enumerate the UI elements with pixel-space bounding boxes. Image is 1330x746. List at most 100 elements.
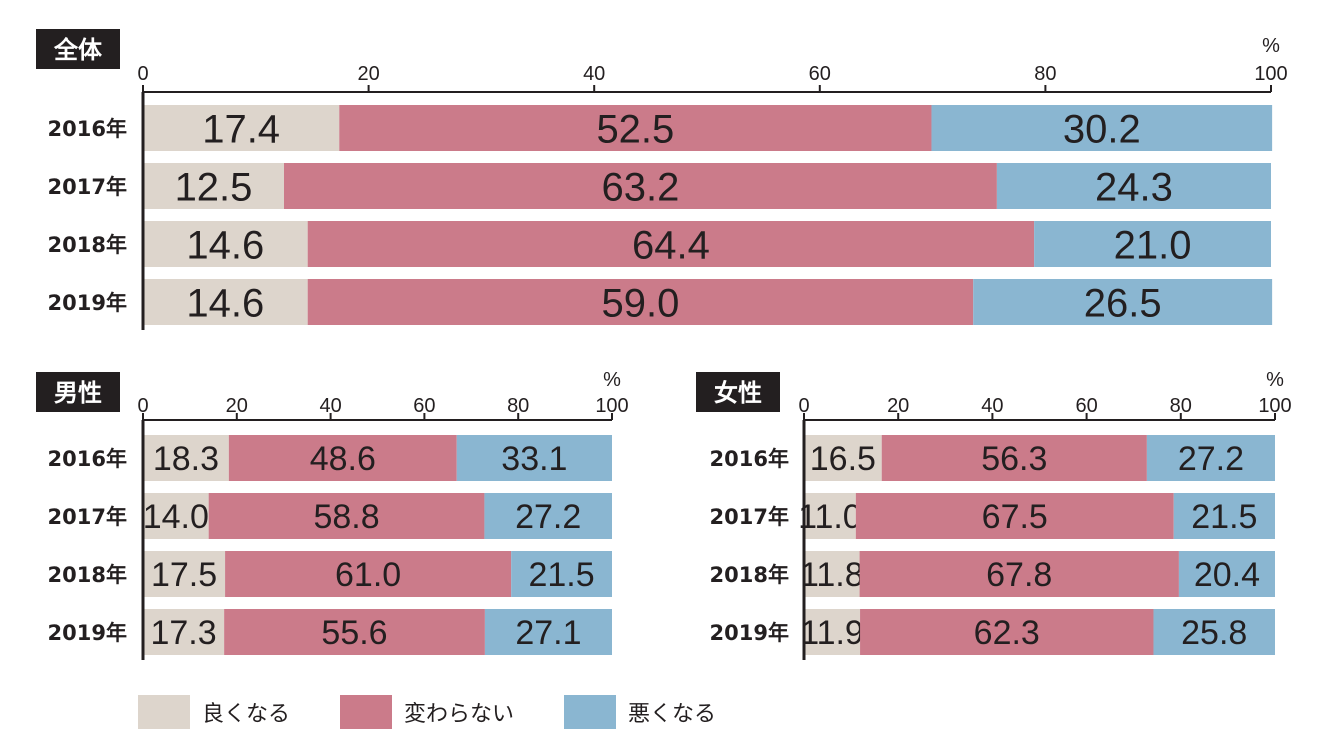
- data-label-same-2: 61.0: [335, 556, 401, 594]
- x-tick-label-2: 40: [319, 395, 341, 417]
- data-label-same-3: 62.3: [974, 614, 1040, 652]
- data-label-worse-0: 33.1: [501, 440, 567, 478]
- bar-same-0: [881, 435, 1147, 481]
- legend-item-worse: 悪くなる: [564, 695, 716, 729]
- data-label-same-0: 52.5: [596, 107, 674, 151]
- data-label-same-1: 63.2: [602, 165, 680, 209]
- category-label-1: 2017年: [48, 175, 127, 199]
- data-label-better-1: 11.0: [798, 498, 862, 536]
- chart-title-box: [36, 372, 120, 412]
- data-label-better-2: 17.5: [151, 556, 217, 594]
- bar-worse-3: [484, 609, 612, 655]
- x-tick-label-4: 80: [1170, 395, 1192, 417]
- category-label-1: 2017年: [710, 505, 789, 529]
- x-tick-label-0: 0: [137, 395, 148, 417]
- bar-same-0: [228, 435, 457, 481]
- data-label-same-1: 58.8: [313, 498, 379, 536]
- data-label-better-0: 18.3: [153, 440, 219, 478]
- bar-better-0: [804, 435, 882, 481]
- bar-better-1: [143, 163, 284, 209]
- bar-same-2: [307, 221, 1035, 267]
- bar-worse-2: [1034, 221, 1271, 267]
- data-label-better-3: 17.3: [150, 614, 216, 652]
- bar-worse-0: [456, 435, 612, 481]
- bar-same-2: [225, 551, 512, 597]
- bar-better-2: [143, 221, 308, 267]
- category-label-1: 2017年: [48, 505, 127, 529]
- x-tick-label-4: 80: [1034, 63, 1056, 85]
- legend-swatch-better: [138, 695, 190, 729]
- legend-label-worse: 悪くなる: [628, 702, 717, 727]
- bar-worse-3: [1153, 609, 1275, 655]
- bar-better-2: [804, 551, 860, 597]
- bar-worse-1: [996, 163, 1271, 209]
- charts-canvas: 全体 17.4 52.5 30.2 2016年 12.5 63.2 24.3 2017年 14.6…: [36, 29, 1292, 660]
- x-tick-label-1: 20: [887, 395, 909, 417]
- data-label-better-0: 17.4: [202, 107, 280, 151]
- data-label-better-3: 14.6: [186, 281, 264, 325]
- x-tick-label-5: 100: [1258, 395, 1291, 417]
- bar-worse-3: [973, 279, 1273, 325]
- data-label-worse-3: 25.8: [1181, 614, 1247, 652]
- legend-swatch-worse: [564, 695, 617, 729]
- data-label-worse-2: 20.4: [1194, 556, 1260, 594]
- data-label-worse-0: 27.2: [1178, 440, 1244, 478]
- bar-worse-1: [484, 493, 612, 539]
- bar-better-1: [143, 493, 209, 539]
- bar-same-3: [860, 609, 1154, 655]
- x-tick-label-2: 40: [981, 395, 1003, 417]
- x-axis-unit: %: [603, 369, 621, 391]
- category-label-0: 2016年: [48, 447, 127, 471]
- bar-same-1: [208, 493, 485, 539]
- chart-title-box: [696, 372, 780, 412]
- legend-swatch-same: [340, 695, 393, 729]
- x-tick-label-2: 40: [583, 63, 605, 85]
- chart-panel-0: 全体 17.4 52.5 30.2 2016年 12.5 63.2 24.3 2017年 14.6…: [36, 29, 1288, 330]
- bar-better-0: [143, 435, 229, 481]
- data-label-same-0: 56.3: [981, 440, 1047, 478]
- chart-title-box: [36, 29, 120, 69]
- data-label-same-0: 48.6: [310, 440, 376, 478]
- data-label-worse-1: 24.3: [1095, 165, 1173, 209]
- category-label-3: 2019年: [710, 621, 789, 645]
- category-label-0: 2016年: [710, 447, 789, 471]
- x-tick-label-1: 20: [357, 63, 379, 85]
- data-label-worse-3: 27.1: [515, 614, 581, 652]
- bar-same-1: [284, 163, 997, 209]
- chart-title: 男性: [54, 379, 102, 407]
- legend: 良くなる 変わらない 悪くなる: [138, 695, 766, 729]
- data-label-worse-1: 21.5: [1191, 498, 1257, 536]
- bar-same-3: [224, 609, 485, 655]
- category-label-3: 2019年: [48, 291, 127, 315]
- x-axis-unit: %: [1262, 35, 1280, 57]
- chart-panel-1: 男性 18.3 48.6 33.1 2016年 14.0 58.8 27.2 2017年 17.5…: [36, 369, 629, 660]
- legend-item-better: 良くなる: [138, 695, 290, 729]
- bar-same-0: [339, 105, 932, 151]
- bar-worse-2: [1178, 551, 1275, 597]
- data-label-worse-3: 26.5: [1084, 281, 1162, 325]
- category-label-2: 2018年: [48, 563, 127, 587]
- legend-label-same: 変わらない: [404, 702, 515, 727]
- data-label-same-1: 67.5: [982, 498, 1048, 536]
- x-tick-label-3: 60: [1075, 395, 1097, 417]
- bar-better-1: [804, 493, 856, 539]
- data-label-better-2: 11.8: [800, 556, 864, 594]
- data-label-same-3: 55.6: [321, 614, 387, 652]
- data-label-same-2: 64.4: [632, 223, 710, 267]
- chart-panel-2: 女性 16.5 56.3 27.2 2016年 11.0 67.5 21.5 2017年 11.8…: [696, 369, 1292, 660]
- data-label-same-3: 59.0: [602, 281, 680, 325]
- category-label-2: 2018年: [48, 233, 127, 257]
- data-label-worse-0: 30.2: [1063, 107, 1141, 151]
- data-label-same-2: 67.8: [986, 556, 1052, 594]
- bar-worse-2: [511, 551, 612, 597]
- x-tick-label-4: 80: [507, 395, 529, 417]
- x-tick-label-3: 60: [809, 63, 831, 85]
- data-label-worse-2: 21.5: [528, 556, 594, 594]
- category-label-2: 2018年: [710, 563, 789, 587]
- bar-better-0: [143, 105, 340, 151]
- x-tick-label-3: 60: [413, 395, 435, 417]
- bar-better-3: [143, 279, 308, 325]
- legend-item-same: 変わらない: [340, 695, 514, 729]
- data-label-worse-1: 27.2: [515, 498, 581, 536]
- x-tick-label-1: 20: [226, 395, 248, 417]
